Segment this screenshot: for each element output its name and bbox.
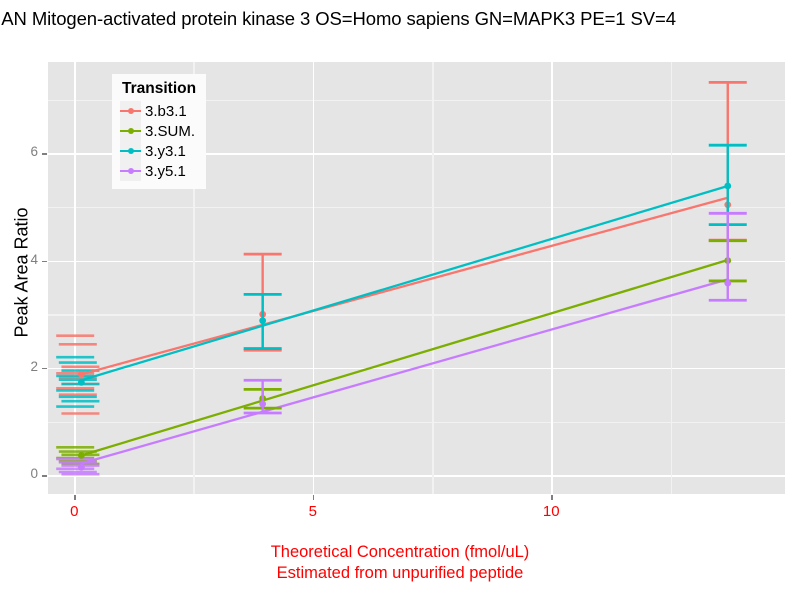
legend-key-icon: [120, 141, 141, 161]
data-point: [77, 451, 85, 459]
y-tick-label: 2: [30, 358, 38, 374]
legend-key-icon: [120, 121, 141, 141]
series-marks-3.y3.1: [77, 143, 747, 386]
series-3.y3.1: [81, 184, 729, 382]
gridline-horizontal: [48, 314, 785, 316]
trend-line: [81, 278, 729, 465]
data-point: [724, 279, 732, 287]
x-axis-label-line1: Theoretical Concentration (fmol/uL): [270, 543, 530, 561]
legend-title: Transition: [122, 80, 197, 97]
legend-item-label: 3.SUM.: [145, 122, 196, 140]
legend-item-label: 3.y3.1: [145, 142, 186, 160]
y-tick-label: 0: [30, 466, 38, 482]
gridline-vertical: [193, 62, 196, 494]
legend-item-3.b3.1[interactable]: 3.b3.1: [120, 101, 196, 121]
x-tick-label: 10: [542, 503, 560, 520]
data-point: [259, 317, 267, 325]
trend-line: [81, 258, 729, 457]
x-tick-mark: [312, 495, 315, 500]
series-3.SUM.: [81, 258, 729, 457]
gridline-vertical: [312, 62, 315, 494]
x-tick-label: 5: [308, 503, 317, 520]
y-tick-mark: [42, 260, 47, 262]
gridline-horizontal: [48, 421, 785, 424]
legend-item-label: 3.y5.1: [145, 162, 186, 180]
x-axis-label: Theoretical Concentration (fmol/uL) Esti…: [0, 542, 800, 584]
x-tick-mark: [74, 495, 76, 500]
trend-line: [81, 184, 729, 382]
gridline-horizontal: [48, 475, 785, 477]
data-point: [77, 370, 85, 378]
replicate-cluster: [56, 334, 100, 476]
legend-item-3.y5.1[interactable]: 3.y5.1: [120, 161, 196, 181]
legend-item-label: 3.b3.1: [145, 102, 187, 120]
y-axis-label: Peak Area Ratio: [11, 207, 32, 338]
page-title: MAN Mitogen-activated protein kinase 3 O…: [0, 8, 676, 29]
y-tick-label: 6: [30, 144, 38, 160]
data-point: [259, 400, 267, 408]
x-axis-label-line2: Estimated from unpurified peptide: [276, 564, 524, 582]
gridline-vertical: [551, 62, 553, 494]
series-3.y5.1: [81, 278, 729, 465]
legend: Transition 3.b3.1 3.SUM. 3.y3.1 3.y5.1: [112, 74, 207, 189]
gridline-horizontal: [48, 153, 785, 155]
y-tick-mark: [42, 153, 47, 155]
series-3.b3.1: [81, 196, 729, 376]
legend-key-icon: [120, 101, 141, 121]
legend-key-icon: [120, 161, 141, 181]
x-tick-mark: [551, 495, 553, 500]
legend-item-3.y3.1[interactable]: 3.y3.1: [120, 141, 196, 161]
gridline-horizontal: [48, 260, 785, 263]
data-layer: [56, 80, 747, 476]
data-point: [724, 182, 732, 190]
trend-line: [81, 196, 729, 376]
data-point: [77, 378, 85, 386]
y-tick-mark: [42, 475, 47, 477]
gridline-vertical: [74, 62, 76, 494]
y-tick-mark: [42, 367, 47, 370]
series-marks-3.y5.1: [77, 211, 747, 471]
data-point: [77, 463, 85, 471]
gridline-horizontal: [48, 99, 785, 102]
y-tick-label: 4: [30, 251, 38, 267]
x-tick-label: 0: [70, 503, 79, 520]
gridline-horizontal: [48, 206, 785, 209]
legend-item-3.SUM.[interactable]: 3.SUM.: [120, 121, 196, 141]
